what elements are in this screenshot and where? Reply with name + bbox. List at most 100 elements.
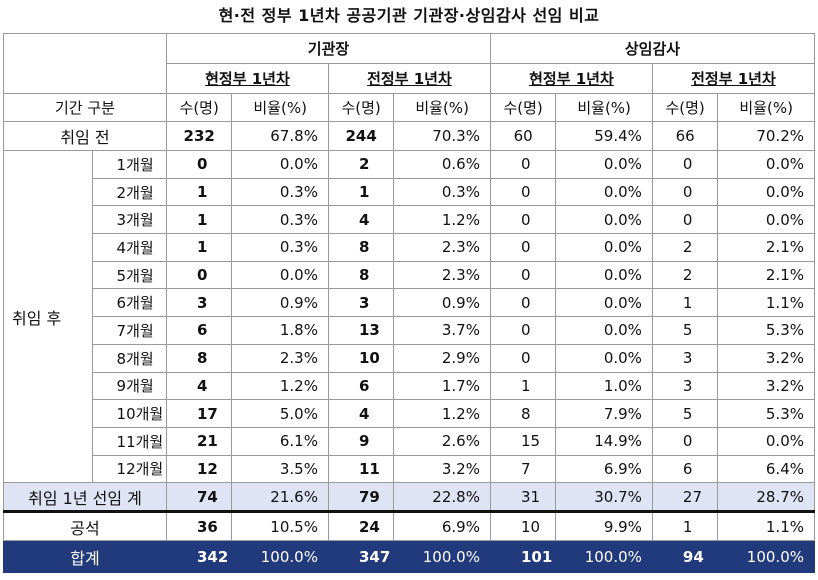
cell: 0.0% [717, 177, 815, 207]
cell: 6.4% [717, 454, 815, 484]
month-label: 11개월 [91, 426, 167, 456]
cell: 0 [489, 150, 557, 179]
cell: 3 [165, 288, 233, 318]
cell: 1.2% [231, 371, 329, 401]
sub-header-auditor-current: 현정부 1년차 [489, 63, 653, 94]
cell: 0.3% [231, 177, 329, 207]
cell: 2.3% [231, 343, 329, 373]
cell: 3.2% [717, 371, 815, 401]
cell: 342 [165, 540, 233, 574]
cell: 0 [489, 316, 557, 345]
page-title: 현·전 정부 1년차 공공기관 기관장·상임감사 선임 비교 [218, 6, 600, 25]
cell: 2.6% [393, 426, 491, 456]
cell: 36 [165, 511, 233, 542]
cell: 101 [489, 540, 557, 574]
sub-header-ceo-current: 현정부 1년차 [165, 63, 329, 94]
cell: 6.9% [393, 511, 491, 542]
cell: 3.2% [717, 343, 815, 373]
cell: 7 [489, 454, 557, 484]
table-row: 12개월 12 3.5% 11 3.2% 7 6.9% 6 6.4% [4, 454, 815, 484]
cell: 0.0% [555, 150, 653, 179]
group-header-auditor: 상임감사 [489, 33, 816, 64]
cell: 4 [327, 205, 395, 235]
cell: 31 [489, 482, 557, 514]
table-row: 4개월 1 0.3% 8 2.3% 0 0.0% 2 2.1% [4, 233, 815, 262]
col-ratio-header: 비율(%) [555, 93, 653, 122]
cell: 0 [651, 426, 719, 456]
cell: 70.2% [717, 121, 815, 151]
cell: 2 [327, 150, 395, 179]
cell: 244 [327, 121, 395, 151]
cell: 100.0% [393, 540, 491, 574]
cell: 1 [165, 177, 233, 207]
cell: 100.0% [231, 540, 329, 574]
cell: 0 [489, 233, 557, 262]
cell: 3.7% [393, 316, 491, 345]
cell: 0.9% [393, 288, 491, 318]
cell: 1 [165, 205, 233, 235]
cell: 22.8% [393, 482, 491, 514]
cell: 1.2% [393, 399, 491, 428]
col-ratio-header: 비율(%) [231, 93, 329, 122]
cell: 24 [327, 511, 395, 542]
cell: 6 [651, 454, 719, 484]
cell: 17 [165, 399, 233, 428]
cell: 6 [165, 316, 233, 345]
month-label: 10개월 [91, 399, 167, 428]
cell: 8 [327, 233, 395, 262]
table-row: 3개월 1 0.3% 4 1.2% 0 0.0% 0 0.0% [4, 205, 815, 235]
cell: 2.1% [717, 260, 815, 290]
cell: 5 [651, 399, 719, 428]
table-row: 2개월 1 0.3% 1 0.3% 0 0.0% 0 0.0% [4, 177, 815, 207]
col-count-header: 수(명) [489, 93, 557, 122]
cell: 2.3% [393, 233, 491, 262]
cell: 0 [489, 343, 557, 373]
cell: 14.9% [555, 426, 653, 456]
cell: 1.1% [717, 511, 815, 542]
cell: 0.0% [231, 260, 329, 290]
cell: 2.3% [393, 260, 491, 290]
cell: 6.9% [555, 454, 653, 484]
cell: 0.0% [555, 233, 653, 262]
cell: 3.2% [393, 454, 491, 484]
cell: 0 [489, 205, 557, 235]
table-row: 8개월 8 2.3% 10 2.9% 0 0.0% 3 3.2% [4, 343, 815, 373]
cell: 0.9% [231, 288, 329, 318]
cell: 1.1% [717, 288, 815, 318]
table-row-total: 합계 342 100.0% 347 100.0% 101 100.0% 94 100.0% [3, 540, 815, 574]
cell: 0 [489, 177, 557, 207]
cell: 0.3% [393, 177, 491, 207]
cell: 0.0% [555, 316, 653, 345]
cell: 6.1% [231, 426, 329, 456]
table-row: 7개월 6 1.8% 13 3.7% 0 0.0% 5 5.3% [4, 316, 815, 345]
cell: 0.0% [717, 426, 815, 456]
month-label: 1개월 [91, 150, 167, 179]
cell: 79 [327, 482, 395, 514]
cell: 1.7% [393, 371, 491, 401]
cell: 3 [651, 371, 719, 401]
month-label: 8개월 [91, 343, 167, 373]
month-label: 5개월 [91, 260, 167, 290]
cell: 0 [651, 150, 719, 179]
cell: 21.6% [231, 482, 329, 514]
cell: 10.5% [231, 511, 329, 542]
cell: 94 [651, 540, 719, 574]
cell: 74 [165, 482, 233, 514]
table-row-sum: 취임 1년 선임 계 74 21.6% 79 22.8% 31 30.7% 27 28.7% [3, 482, 815, 514]
cell: 21 [165, 426, 233, 456]
cell: 0 [489, 260, 557, 290]
cell: 4 [165, 371, 233, 401]
col-count-header: 수(명) [327, 93, 395, 122]
month-label: 2개월 [91, 177, 167, 207]
row-label-pre: 취임 전 [3, 121, 167, 151]
cell: 13 [327, 316, 395, 345]
cell: 3.5% [231, 454, 329, 484]
month-label: 9개월 [91, 371, 167, 401]
cell: 232 [165, 121, 233, 151]
col-count-header: 수(명) [651, 93, 719, 122]
cell: 70.3% [393, 121, 491, 151]
group-header-ceo: 기관장 [165, 33, 491, 64]
cell: 0.0% [555, 343, 653, 373]
period-header: 기간 구분 [3, 93, 167, 122]
cell: 15 [489, 426, 557, 456]
